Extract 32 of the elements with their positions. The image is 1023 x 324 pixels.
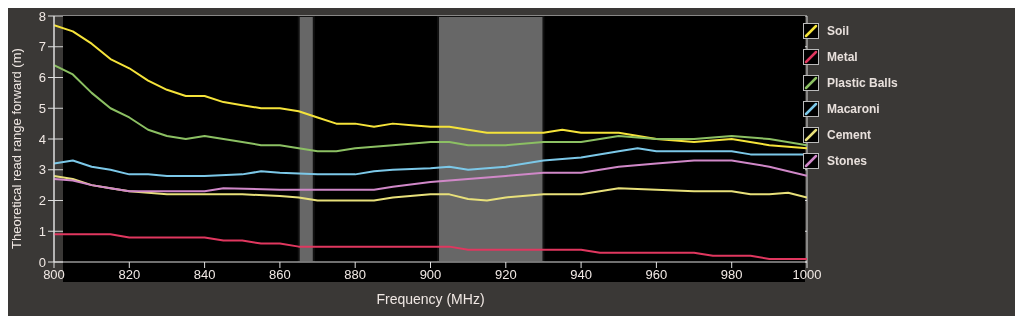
x-tick-label: 980 bbox=[720, 267, 743, 283]
x-tick-label: 800 bbox=[43, 267, 65, 283]
x-tick-label: 860 bbox=[269, 267, 291, 283]
legend-label: Metal bbox=[827, 50, 858, 64]
y-tick-label: 1 bbox=[38, 223, 46, 239]
x-tick-label: 1000 bbox=[792, 267, 822, 283]
x-tick-label: 840 bbox=[193, 267, 216, 283]
line-series bbox=[54, 64, 807, 153]
y-tick-label: 0 bbox=[38, 254, 46, 270]
y-tick-label: 2 bbox=[38, 193, 46, 209]
y-tick-label: 7 bbox=[38, 39, 46, 55]
x-tick-label: 820 bbox=[118, 267, 141, 283]
line-series bbox=[54, 159, 807, 193]
y-axis-title: Theoretical read range forward (m) bbox=[8, 48, 24, 249]
x-tick-label: 920 bbox=[494, 267, 517, 283]
y-tick-label: 6 bbox=[38, 70, 46, 86]
legend-label: Stones bbox=[827, 154, 868, 168]
legend-label: Macaroni bbox=[827, 102, 880, 116]
legend-label: Soil bbox=[827, 24, 850, 38]
x-tick-label: 940 bbox=[570, 267, 592, 283]
x-tick-label: 880 bbox=[344, 267, 367, 283]
line-series bbox=[54, 174, 807, 202]
y-tick-label: 3 bbox=[38, 162, 46, 178]
x-axis-title: Frequency (MHz) bbox=[376, 291, 485, 307]
y-tick-label: 8 bbox=[38, 8, 46, 24]
y-tick-label: 5 bbox=[38, 100, 46, 116]
legend-label: Cement bbox=[827, 128, 872, 142]
line-series bbox=[54, 24, 807, 150]
x-tick-label: 960 bbox=[645, 267, 668, 283]
legend-label: Plastic Balls bbox=[827, 76, 898, 90]
y-tick-label: 4 bbox=[38, 131, 46, 147]
x-tick-label: 900 bbox=[419, 267, 442, 283]
